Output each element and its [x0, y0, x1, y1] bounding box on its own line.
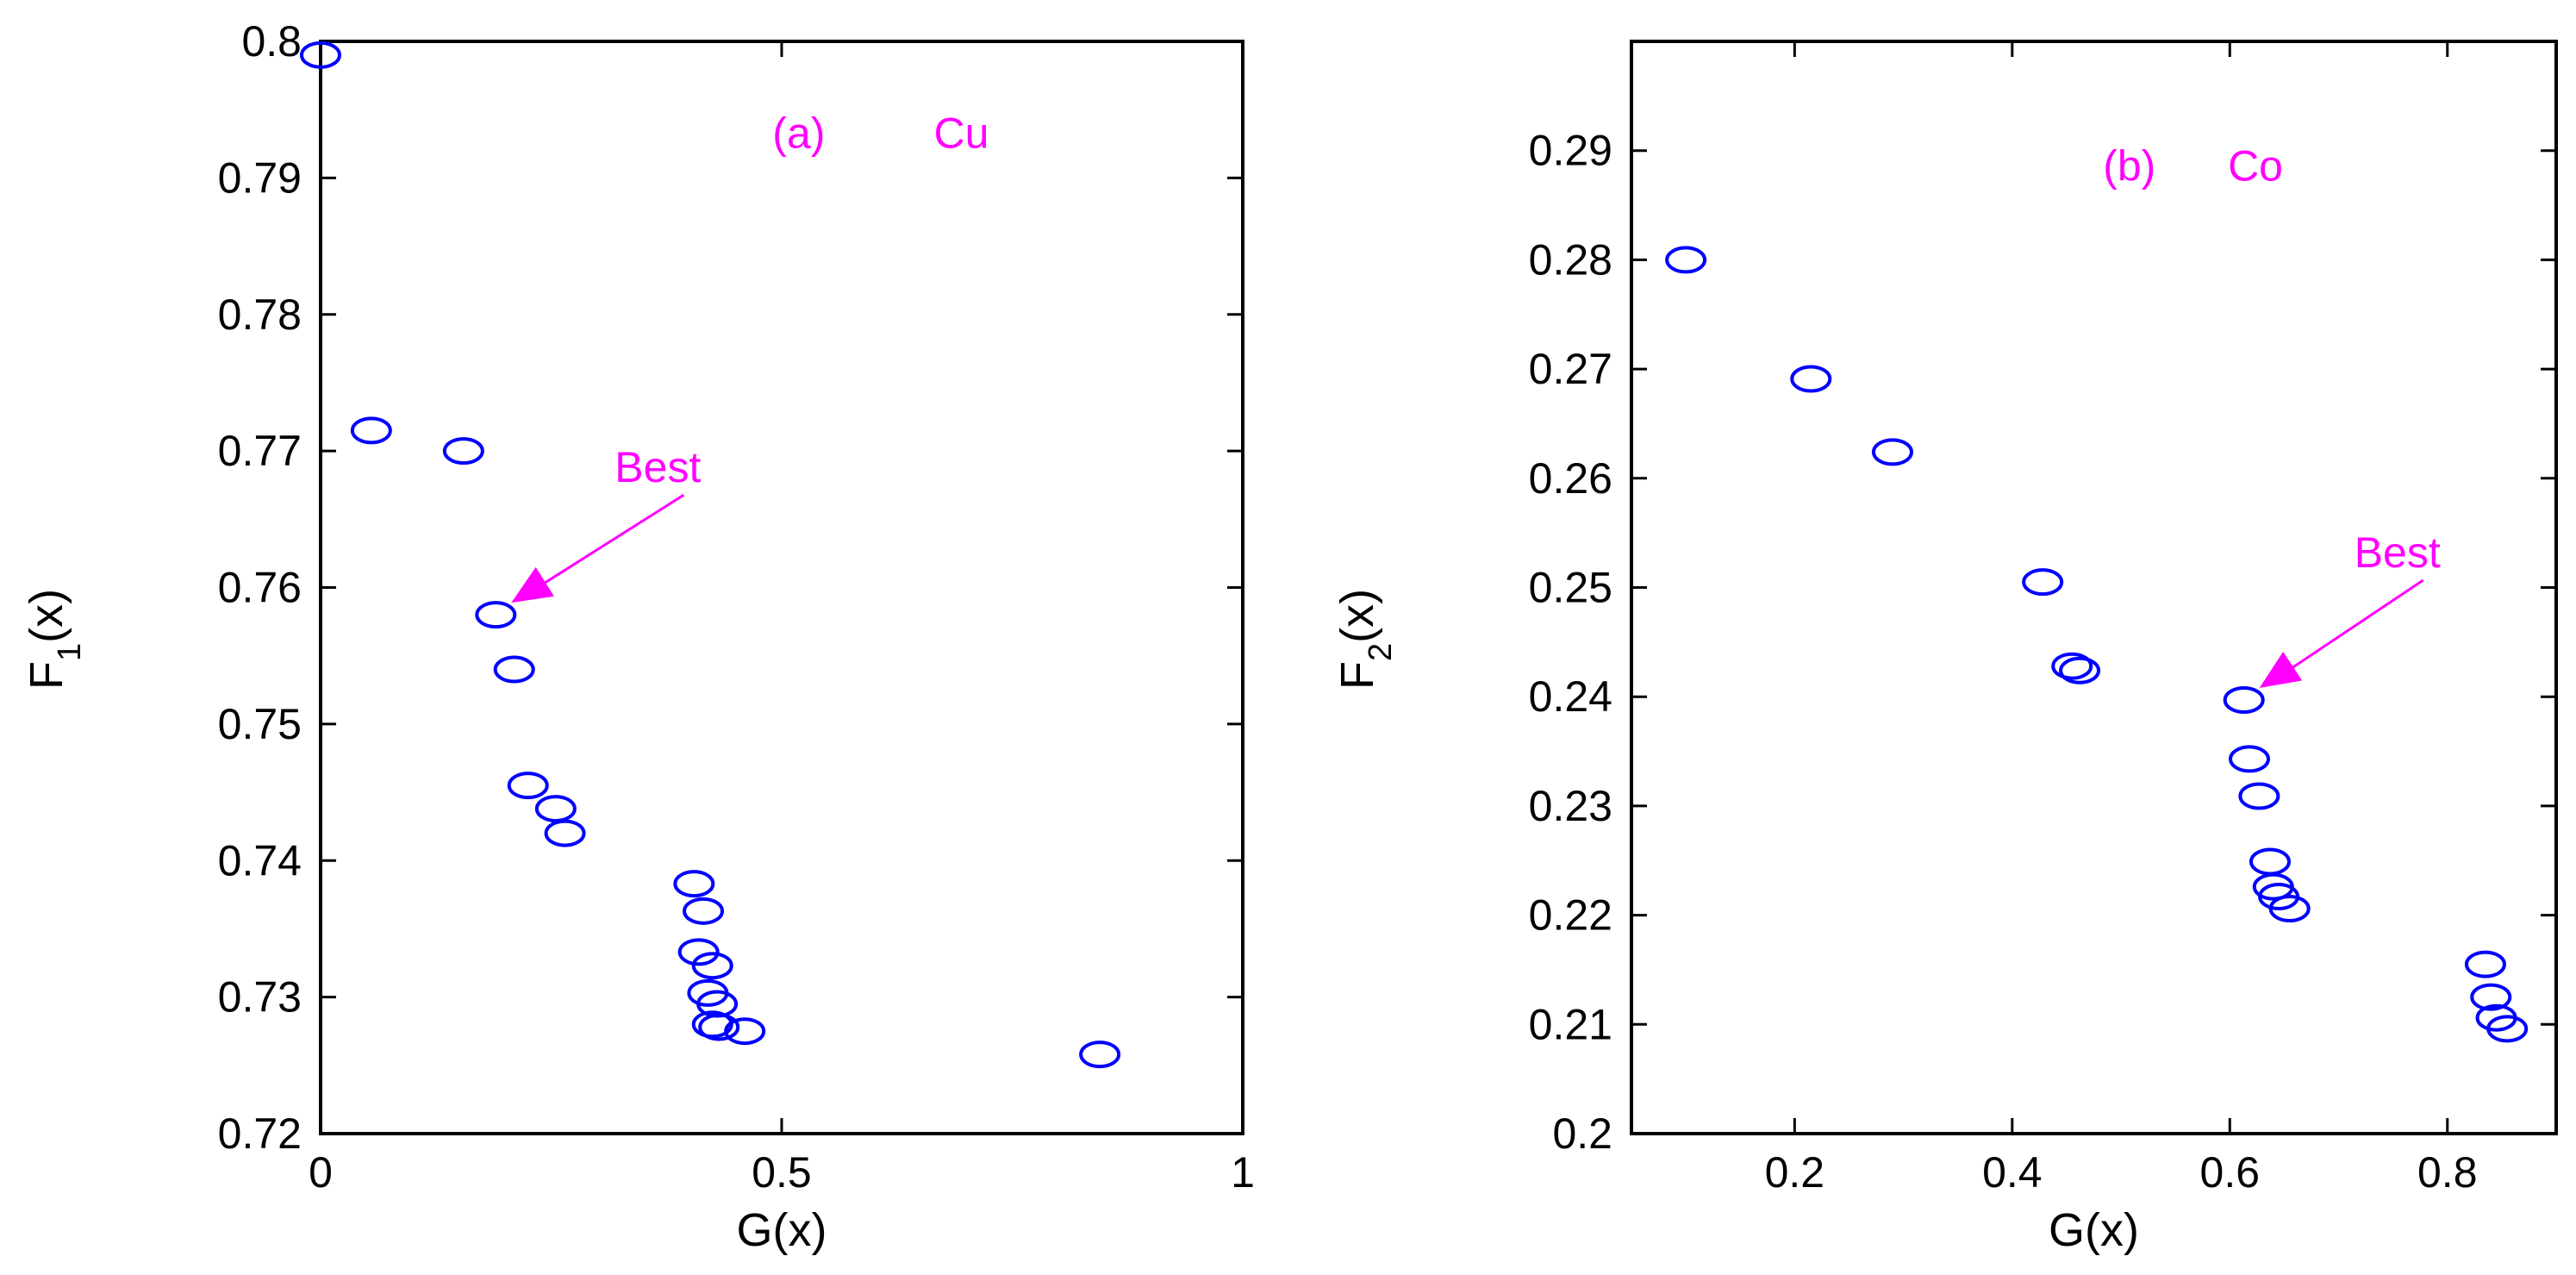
data-point	[2464, 950, 2506, 978]
data-point	[683, 897, 725, 925]
data-point	[698, 1013, 740, 1041]
element-label-b: Co	[2228, 141, 2283, 190]
data-point	[1871, 438, 1913, 466]
data-point	[677, 938, 720, 966]
y-tick-label: 0.22	[1529, 891, 1612, 940]
panel-b: 0.20.210.220.230.240.250.260.270.280.29 …	[1332, 40, 2558, 1256]
y-label-sub-b: 2	[1363, 643, 1399, 661]
y-tick-label: 0.76	[218, 564, 302, 612]
x-axis-label-b: G(x)	[2049, 1204, 2139, 1256]
data-point	[2268, 894, 2311, 922]
element-label-a: Cu	[934, 109, 989, 157]
y-ticks-b: 0.2 0.21 0.22 0.23 0.24 0.25 0.26 0.27 0.28 0.29	[1529, 127, 2556, 1158]
y-tick-label: 0.24	[1529, 672, 1612, 721]
data-point	[442, 437, 484, 466]
data-point	[475, 601, 517, 629]
y-tick-label: 0.78	[218, 291, 302, 339]
data-point	[493, 655, 535, 684]
data-point	[350, 416, 392, 445]
best-arrow-line-b	[2271, 578, 2424, 683]
data-point	[2486, 1015, 2529, 1043]
data-point	[2249, 847, 2292, 876]
data-point	[691, 952, 733, 980]
y-tick-label: 0.28	[1529, 235, 1612, 284]
x-tick-label: 0.5	[752, 1148, 812, 1197]
y-tick-label: 0.2	[1552, 1109, 1612, 1158]
x-tick-label: 1	[1231, 1148, 1255, 1197]
y-tick-label: 0.26	[1529, 454, 1612, 503]
data-point	[2229, 745, 2271, 773]
data-point	[2059, 656, 2101, 684]
y-label-sub-a: 1	[52, 643, 88, 661]
svg-text:F1(x): F1(x)	[21, 589, 88, 690]
best-arrow-head-b	[2259, 652, 2303, 689]
data-point	[2223, 686, 2265, 715]
x-ticks-b: 0.2 0.4 0.6 0.8	[1765, 41, 2478, 1197]
x-tick-label: 0.6	[2200, 1148, 2261, 1197]
y-tick-label: 0.75	[218, 700, 302, 748]
y-tick-label: 0.21	[1529, 1000, 1612, 1048]
data-point	[1079, 1041, 1121, 1069]
panel-a: 0.720.730.740.750.760.770.780.790.8 0 0.5…	[21, 17, 1255, 1256]
y-tick-label: 0.27	[1529, 345, 1612, 393]
y-label-main-b: F	[1332, 661, 1383, 690]
data-point	[2470, 983, 2512, 1011]
y-axis-label-b: F2(x)	[1332, 589, 1399, 690]
y-tick-label: 0.25	[1529, 564, 1612, 612]
data-point	[2238, 782, 2280, 810]
data-point	[544, 819, 586, 847]
y-ticks-a: 0.72 0.73 0.74 0.75 0.76 0.77 0.78 0.79 0.8	[218, 17, 1243, 1158]
data-point	[1790, 365, 1832, 393]
data-point	[2022, 568, 2064, 597]
y-tick-label: 0.73	[218, 973, 302, 1022]
data-point	[507, 772, 549, 800]
x-tick-label: 0.8	[2417, 1148, 2478, 1197]
y-tick-label: 0.72	[218, 1109, 302, 1158]
plot-frame-a	[319, 40, 1244, 1135]
x-ticks-a: 0 0.5 1	[309, 41, 1255, 1197]
points-a	[300, 41, 1121, 1069]
y-label-tail-b: (x)	[1332, 589, 1383, 643]
x-tick-label: 0.2	[1765, 1148, 1825, 1197]
x-tick-label: 0	[309, 1148, 333, 1197]
svg-text:F2(x): F2(x)	[1332, 589, 1399, 690]
y-label-tail-a: (x)	[21, 589, 72, 643]
y-label-main-a: F	[21, 661, 72, 690]
data-point	[724, 1017, 766, 1046]
data-point	[1665, 246, 1707, 274]
data-point	[2051, 652, 2093, 680]
best-arrow-line-a	[523, 493, 685, 597]
y-tick-label: 0.8	[241, 17, 302, 66]
y-tick-label: 0.77	[218, 427, 302, 475]
data-point	[673, 870, 715, 898]
panel-label-a: (a)	[772, 109, 825, 157]
plot-frame-b	[1630, 40, 2558, 1135]
y-tick-label: 0.74	[218, 836, 302, 884]
x-tick-label: 0.4	[1982, 1148, 2043, 1197]
y-tick-label: 0.29	[1529, 127, 1612, 175]
best-arrow-head-a	[511, 566, 554, 603]
y-tick-label: 0.79	[218, 153, 302, 202]
points-b	[1665, 246, 2529, 1043]
y-axis-label-a: F1(x)	[21, 589, 88, 690]
best-annotation-text-a: Best	[614, 443, 701, 491]
y-tick-label: 0.23	[1529, 782, 1612, 830]
x-axis-label-a: G(x)	[737, 1204, 827, 1256]
data-point	[300, 41, 341, 69]
data-point	[534, 795, 577, 823]
best-annotation-text-b: Best	[2355, 528, 2441, 577]
panel-label-b: (b)	[2103, 141, 2155, 190]
